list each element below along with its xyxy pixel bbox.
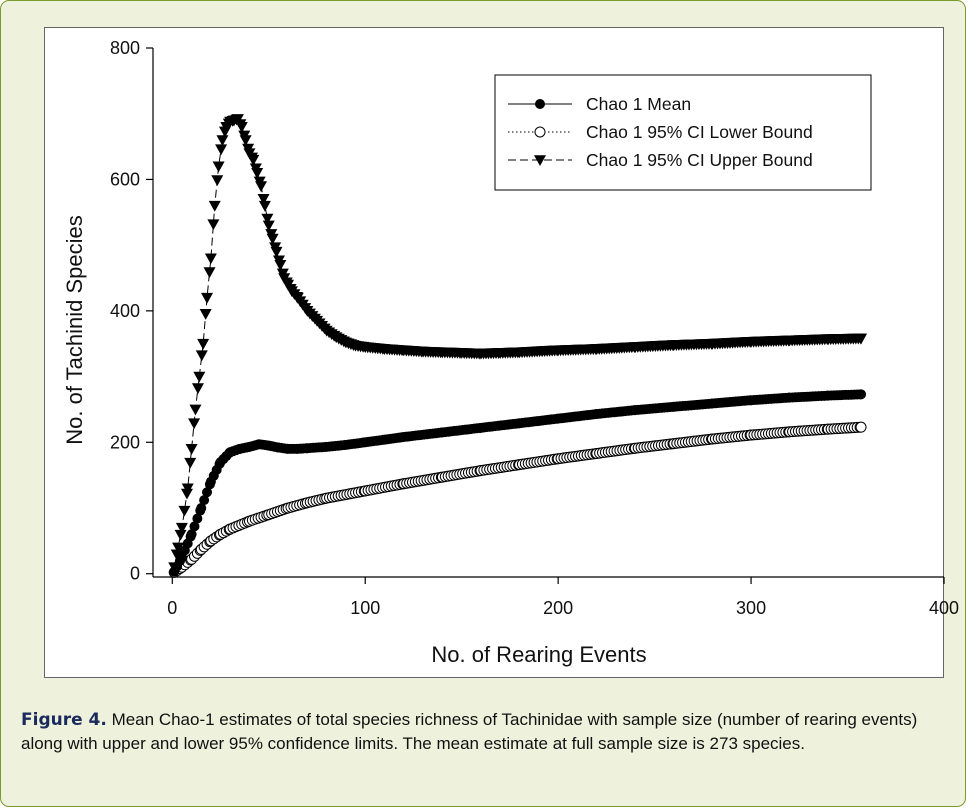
legend-label: Chao 1 95% CI Lower Bound [586,122,813,142]
legend-box [494,74,872,191]
caption-text: Mean Chao-1 estimates of total species r… [21,710,918,753]
figure-caption: Figure 4. Mean Chao-1 estimates of total… [21,708,946,755]
data-point [270,246,283,258]
series-filled-circle [169,389,867,577]
data-point [192,513,203,524]
axes: 0 100 200 300 400 0 200 400 600 800 [110,38,959,618]
data-point [181,483,194,495]
x-axis-label: No. of Rearing Events [431,642,646,667]
data-point [204,253,217,265]
data-point [855,421,867,433]
y-tick-label: 400 [110,301,140,321]
data-point [203,267,216,279]
data-point [235,122,248,133]
data-point [189,404,202,416]
data-point [174,529,187,541]
legend-marker [534,126,546,138]
data-point [168,562,181,574]
x-tick-label: 400 [929,598,959,618]
data-point [251,168,264,179]
y-axis-label: No. of Tachinid Species [62,215,87,445]
data-point [266,233,279,245]
data-point [255,181,268,192]
legend-marker [535,99,545,109]
data-point [215,144,228,156]
data-point [247,154,260,166]
data-point [258,200,271,212]
data-point [175,522,188,534]
data-point [856,389,867,400]
data-point [178,505,191,517]
data-point [239,135,252,146]
x-tick-label: 200 [543,598,573,618]
legend-label: Chao 1 95% CI Upper Bound [586,150,813,170]
data-point [180,488,193,500]
legend-marker [534,155,546,166]
data-point [186,529,197,540]
data-point [207,219,220,231]
data-point [170,549,183,561]
data-point [262,220,275,232]
data-point [191,383,204,395]
data-point [261,213,274,225]
data-point [172,542,185,554]
data-point [184,457,197,469]
data-point [855,333,868,345]
legend-label: Chao 1 Mean [586,94,691,114]
x-tick-label: 100 [350,598,380,618]
y-tick-label: 0 [130,564,140,584]
data-point [199,309,212,320]
data-point [185,444,198,455]
data-point [201,292,214,304]
caption-label: Figure 4. [21,710,107,730]
x-tick-label: 0 [167,598,177,618]
data-point [208,200,221,212]
data-point [189,521,200,532]
data-point [193,371,206,383]
data-point [257,194,270,205]
y-tick-label: 600 [110,169,140,189]
data-point [196,503,207,513]
y-tick-label: 800 [110,38,140,58]
data-point [188,418,201,430]
data-point [212,161,225,173]
data-point [202,487,213,498]
data-point [199,495,210,506]
series-open-circle [168,421,867,578]
data-point [197,338,210,350]
series-layer [168,114,868,578]
data-point [211,175,224,187]
data-point [195,350,208,362]
data-point [274,260,287,271]
x-tick-label: 300 [736,598,766,618]
legend: Chao 1 Mean Chao 1 95% CI Lower Bound Chao… [494,74,872,191]
series-filled-down-triangle [168,114,868,574]
data-point [216,135,229,146]
y-tick-label: 200 [110,432,140,452]
